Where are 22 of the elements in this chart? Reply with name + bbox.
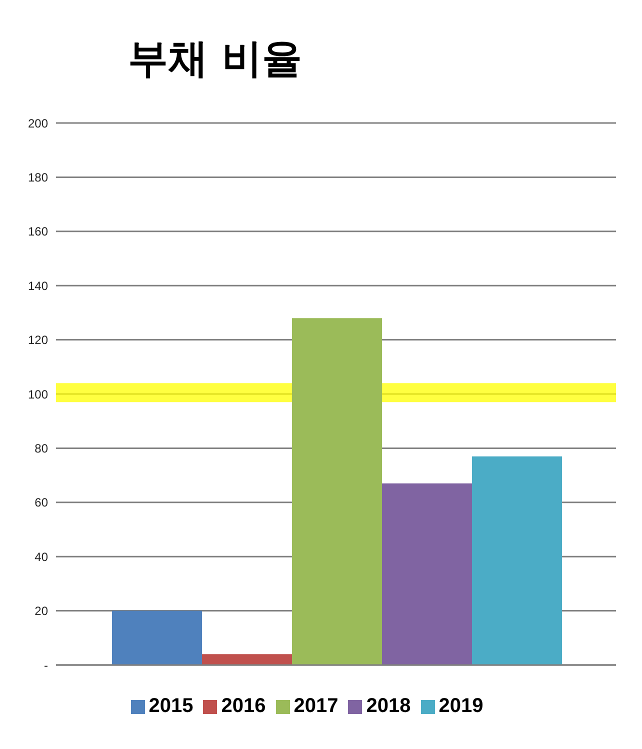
legend-label: 2019 (438, 695, 484, 717)
y-tick-label: 80 (34, 441, 48, 456)
bar (382, 483, 472, 665)
legend-label: 2018 (366, 695, 411, 717)
bar (292, 318, 382, 665)
y-tick-label: 180 (28, 170, 48, 184)
bar (202, 654, 292, 665)
y-tick-label: 100 (28, 387, 48, 402)
y-tick-label: 120 (28, 333, 48, 348)
y-tick-label: 60 (34, 496, 48, 510)
y-tick-label: 160 (28, 224, 48, 239)
chart-title: 부채 비율 (127, 34, 303, 84)
bar (472, 456, 562, 665)
y-tick-label: 20 (34, 604, 48, 618)
y-tick-label: 40 (34, 550, 48, 564)
y-tick-label: 140 (28, 278, 48, 293)
y-tick-label: 200 (28, 116, 48, 130)
legend-label: 2016 (221, 695, 266, 717)
legend-label: 2017 (294, 695, 338, 717)
legend-label: 2015 (148, 695, 194, 717)
y-tick-label: - (44, 658, 48, 672)
bar (112, 610, 202, 665)
